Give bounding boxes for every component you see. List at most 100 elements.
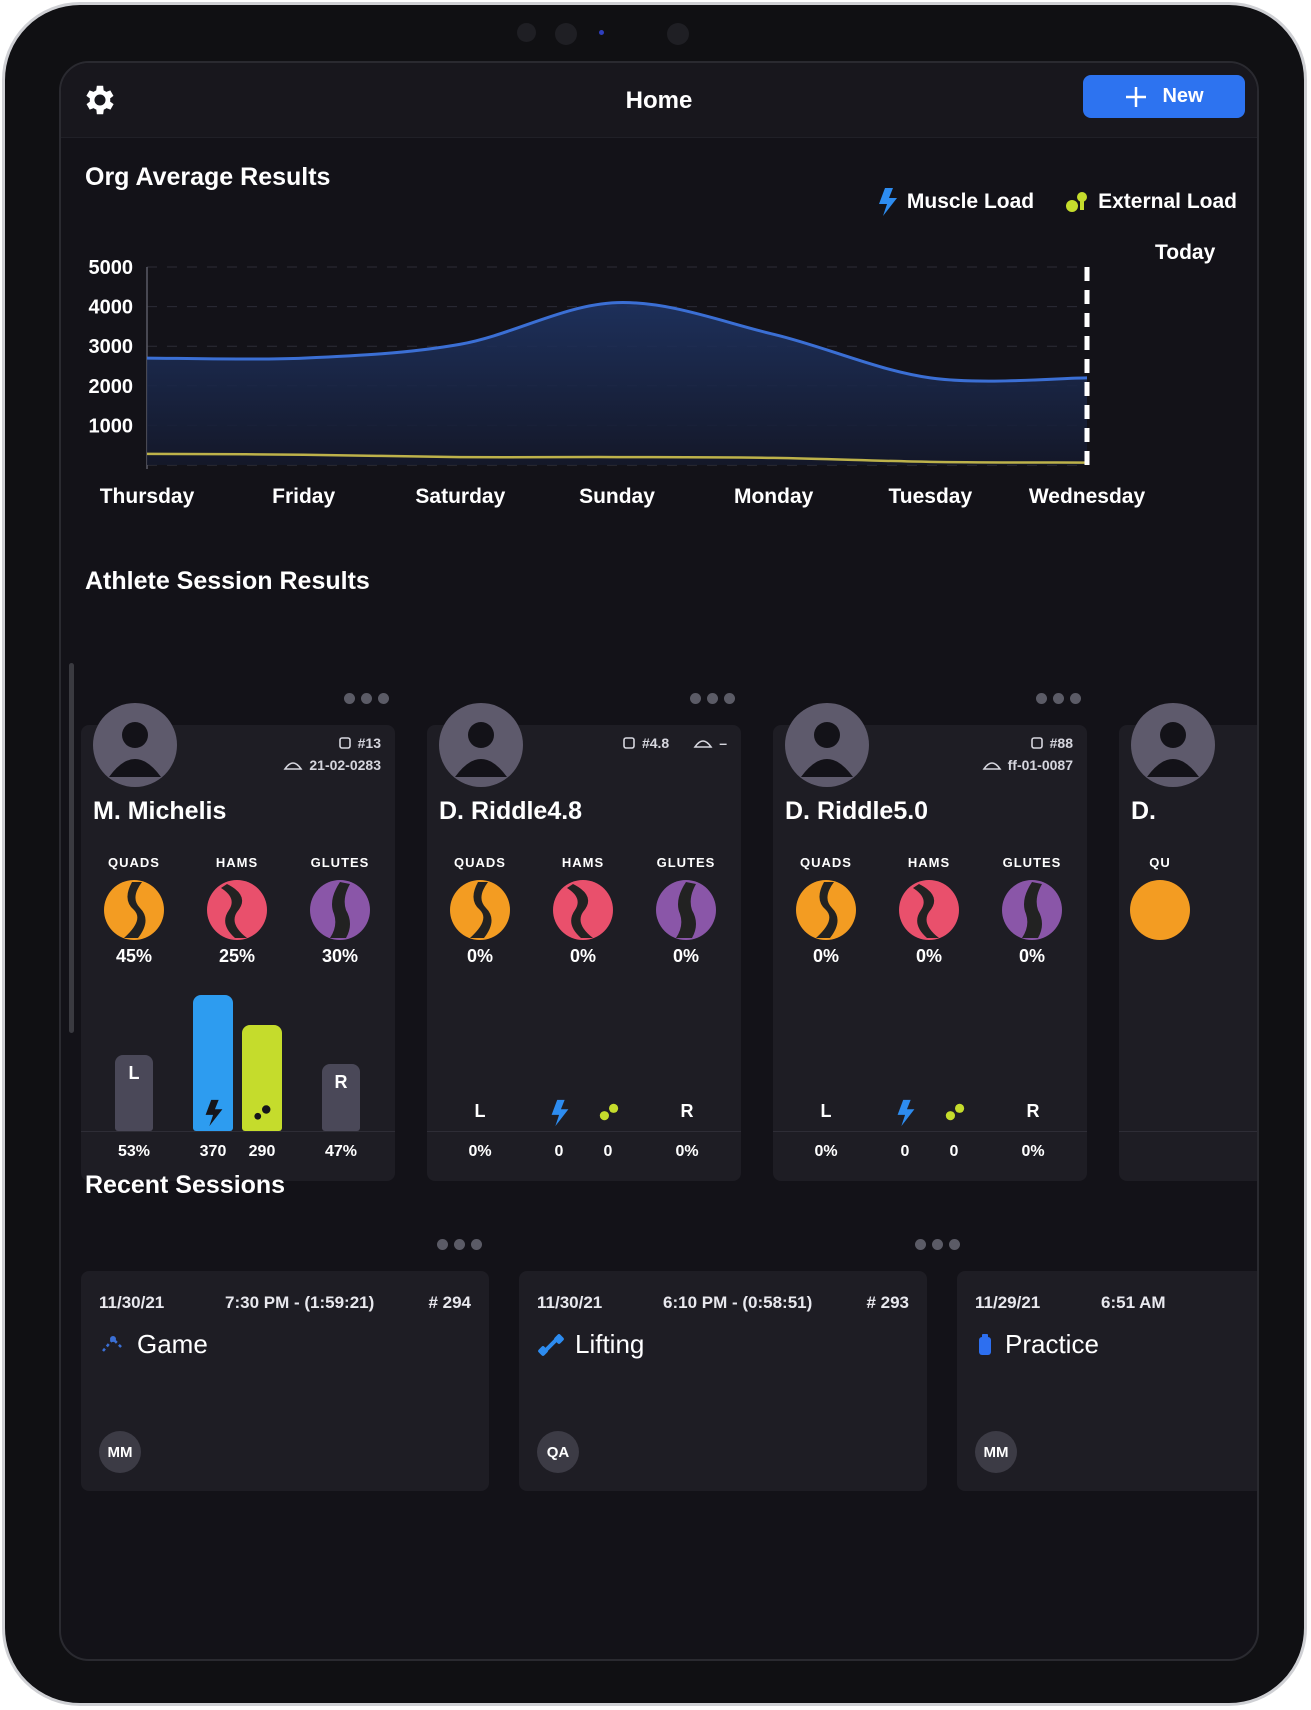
y-tick-label: 4000 (89, 297, 134, 319)
org-average-chart: 5000 4000 3000 2000 1000 Thursday Friday Saturd… (89, 257, 1146, 508)
avatar: MM (975, 1431, 1017, 1473)
lightning-icon (205, 1099, 223, 1127)
y-tick-label: 3000 (89, 336, 134, 358)
chart-legend: Muscle Load External Load (877, 187, 1237, 217)
person-icon (455, 722, 507, 777)
muscle-label: GLUTES (1002, 855, 1062, 870)
muscle-percent: 45% (115, 946, 153, 966)
watch-icon (623, 737, 635, 749)
muscle-glutes: GLUTES 0% (987, 855, 1077, 967)
dumbbell-icon (1066, 192, 1088, 212)
more-options-icon[interactable] (437, 1239, 482, 1250)
more-options-icon[interactable] (344, 693, 389, 704)
session-card[interactable]: 11/29/21 6:51 AM Practice MM (957, 1271, 1257, 1491)
lightning-icon (897, 1099, 915, 1127)
athlete-number: #4.8 (641, 735, 670, 751)
sensor-id: 21-02-0283 (283, 757, 381, 773)
athlete-number: #88 (1030, 735, 1073, 751)
new-button-label: New (1162, 85, 1204, 107)
glutes-icon (656, 880, 716, 940)
muscle-glutes: GLUTES 30% (295, 855, 385, 967)
lightning-icon (878, 188, 897, 216)
muscle-label: QU (1149, 855, 1171, 870)
new-button[interactable]: New (1083, 75, 1245, 118)
watch-icon (1030, 737, 1043, 749)
avatar (1131, 703, 1215, 787)
person-icon (1147, 722, 1199, 777)
hams-icon (899, 880, 959, 940)
avatar: QA (537, 1431, 579, 1473)
muscle-hams: HAMS 0% (538, 855, 628, 967)
muscle-percent: 0% (1018, 946, 1045, 966)
external-load-value: 0 (603, 1143, 613, 1160)
muscle-label: QUADS (800, 855, 852, 870)
left-percent: 53% (117, 1143, 151, 1160)
external-load-value: 0 (949, 1143, 959, 1160)
game-icon (102, 1335, 124, 1352)
external-load-value: 290 (248, 1143, 276, 1160)
session-date: 11/30/21 (99, 1293, 165, 1312)
right-label: R (680, 1101, 694, 1121)
today-label: Today (1155, 241, 1216, 264)
plus-icon (1126, 86, 1147, 107)
more-options-icon[interactable] (690, 693, 735, 704)
recent-section-title: Recent Sessions (85, 1171, 286, 1199)
sensor-icon (982, 762, 1002, 770)
dumbbell-icon (599, 1103, 619, 1121)
camera-bar (5, 23, 1304, 47)
athlete-card[interactable]: #13 21-02-0283 M. Michelis QUADS 45% HAM… (81, 693, 395, 1181)
session-type-label: Game (137, 1329, 208, 1359)
quads-icon (104, 880, 164, 940)
quads-icon (450, 880, 510, 940)
left-label: L (820, 1101, 832, 1121)
camera-dot (517, 23, 536, 42)
gear-icon[interactable] (81, 81, 119, 119)
athlete-name: D. Riddle5.0 (785, 797, 929, 825)
muscle-percent: 30% (321, 946, 359, 966)
y-tick-label: 5000 (89, 257, 134, 279)
legend-muscle-load: Muscle Load (877, 187, 1034, 217)
divider (773, 1131, 1087, 1132)
series-line-external-load (146, 452, 1088, 464)
divider (1119, 1131, 1257, 1132)
camera-lens (599, 30, 604, 35)
right-percent: 0% (1021, 1143, 1045, 1160)
muscle-hams: HAMS 25% (192, 855, 282, 967)
scrollbar[interactable] (69, 663, 74, 1033)
session-type: Lifting (537, 1329, 644, 1360)
muscle-load-value: 0 (900, 1143, 910, 1160)
muscle-quads: QUADS 0% (781, 855, 871, 967)
athlete-name: M. Michelis (93, 797, 227, 825)
muscle-label: HAMS (215, 855, 259, 870)
avatar (93, 703, 177, 787)
athlete-card[interactable]: #88 ff-01-0087 D. Riddle5.0 QUADS 0% HAM… (773, 693, 1087, 1181)
muscle-label: GLUTES (310, 855, 370, 870)
x-tick-label: Sunday (579, 485, 655, 508)
muscle-glutes: GLUTES 0% (641, 855, 731, 967)
more-options-icon[interactable] (915, 1239, 960, 1250)
more-options-icon[interactable] (1036, 693, 1081, 704)
athlete-card[interactable]: D. QU (1119, 703, 1257, 1181)
muscle-label: HAMS (561, 855, 605, 870)
athlete-card[interactable]: #4.8 – D. Riddle4.8 QUADS 0% HAMS 0% (427, 693, 741, 1181)
muscle-quads: QU (1115, 855, 1205, 946)
athlete-number: #13 (338, 735, 381, 751)
muscle-label: QUADS (454, 855, 506, 870)
x-tick-label: Wednesday (1029, 485, 1146, 508)
quads-icon (1130, 880, 1190, 940)
x-tick-label: Friday (272, 485, 335, 508)
lightning-icon (551, 1099, 569, 1127)
left-percent: 0% (814, 1143, 838, 1160)
left-label: L (474, 1101, 486, 1121)
session-card[interactable]: 11/30/21 6:10 PM - (0:58:51) # 293 Lifti… (519, 1271, 927, 1491)
divider (427, 1131, 741, 1132)
session-card[interactable]: 11/30/21 7:30 PM - (1:59:21) # 294 Game … (81, 1271, 489, 1491)
person-icon (109, 722, 161, 777)
athlete-section-title: Athlete Session Results (85, 567, 370, 595)
session-type-label: Lifting (575, 1329, 645, 1359)
y-tick-label: 2000 (89, 376, 134, 398)
session-type-label: Practice (1005, 1329, 1099, 1359)
camera-dot (555, 23, 577, 45)
legend-label: Muscle Load (906, 190, 1035, 213)
hams-icon (553, 880, 613, 940)
